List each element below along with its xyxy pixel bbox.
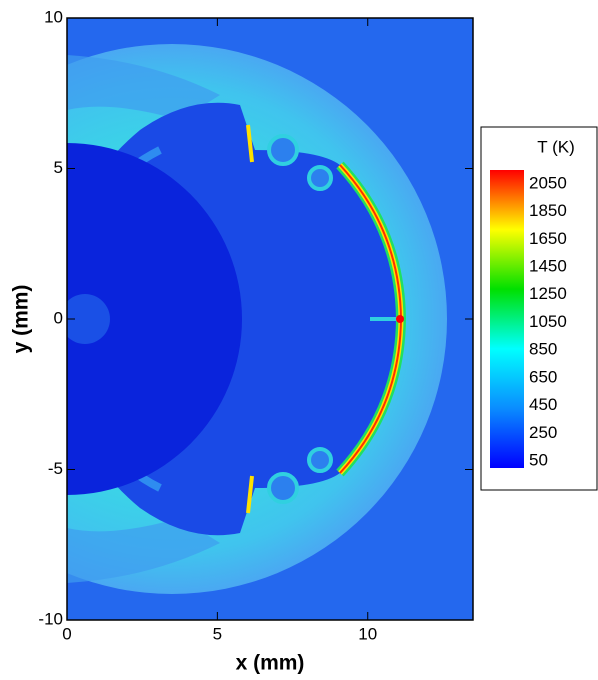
colorbar-tick-label: 1450 xyxy=(529,257,567,276)
colorbar-tick-label: 1250 xyxy=(529,284,567,303)
x-tick-label: 10 xyxy=(358,624,377,643)
x-axis-label: x (mm) xyxy=(236,652,305,675)
x-tick-label: 0 xyxy=(62,624,71,643)
x-tick-label: 5 xyxy=(213,624,222,643)
y-tick-label: 5 xyxy=(54,158,63,177)
colorbar-tick-label: 1650 xyxy=(529,229,567,248)
colorbar-tick-label: 1850 xyxy=(529,201,567,220)
colorbar-tick-label: 450 xyxy=(529,395,557,414)
colorbar-tick-label: 50 xyxy=(529,451,548,470)
colorbar xyxy=(490,170,524,468)
y-tick-label: 0 xyxy=(54,308,63,327)
colorbar-title: T (K) xyxy=(537,137,574,156)
temperature-field xyxy=(67,18,473,620)
y-tick-label: -10 xyxy=(38,609,63,628)
colorbar-tick-label: 650 xyxy=(529,367,557,386)
colorbar-tick-label: 1050 xyxy=(529,312,567,331)
y-tick-label: -5 xyxy=(48,459,63,478)
colorbar-tick-label: 2050 xyxy=(529,173,567,192)
colorbar-tick-label: 250 xyxy=(529,423,557,442)
y-tick-label: 10 xyxy=(44,7,63,26)
y-axis-label: y (mm) xyxy=(10,285,33,354)
colorbar-tick-label: 850 xyxy=(529,340,557,359)
